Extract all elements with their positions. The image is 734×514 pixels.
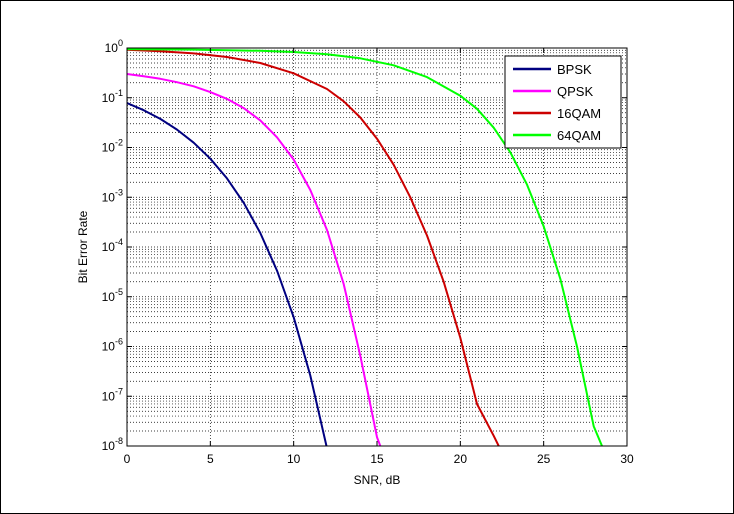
y-tick-base: 10 xyxy=(102,389,116,403)
x-tick-label: 15 xyxy=(370,452,384,466)
legend-label-64qam: 64QAM xyxy=(557,128,601,143)
x-axis-label: SNR, dB xyxy=(354,473,401,487)
y-tick-label: 10-2 xyxy=(102,138,123,155)
y-tick-base: 10 xyxy=(102,141,116,155)
y-tick-label: 10-4 xyxy=(102,237,123,254)
x-tick-label: 20 xyxy=(454,452,468,466)
y-tick-exponent: -6 xyxy=(115,337,123,347)
y-tick-base: 10 xyxy=(102,290,116,304)
x-tick-label: 30 xyxy=(620,452,634,466)
series-line-64qam xyxy=(127,48,603,446)
y-tick-exponent: -2 xyxy=(115,138,123,148)
y-tick-label: 10-5 xyxy=(102,287,123,304)
series-line-qpsk xyxy=(127,73,382,446)
grid xyxy=(127,48,627,446)
y-tick-base: 10 xyxy=(102,340,116,354)
y-tick-exponent: -5 xyxy=(115,287,123,297)
x-tick-label: 25 xyxy=(537,452,551,466)
y-tick-label: 100 xyxy=(105,38,123,55)
y-tick-base: 10 xyxy=(102,240,116,254)
x-tick-label: 0 xyxy=(124,452,131,466)
y-tick-label: 10-8 xyxy=(102,436,123,453)
y-tick-exponent: -1 xyxy=(115,88,123,98)
series-line-16qam xyxy=(127,48,500,446)
y-tick-exponent: 0 xyxy=(118,38,123,48)
x-tick-label: 10 xyxy=(287,452,301,466)
y-tick-base: 10 xyxy=(102,439,116,453)
series-curves xyxy=(127,48,603,446)
y-tick-exponent: -8 xyxy=(115,436,123,446)
y-tick-exponent: -7 xyxy=(115,386,123,396)
y-tick-base: 10 xyxy=(105,41,119,55)
y-tick-label: 10-3 xyxy=(102,187,123,204)
legend-box xyxy=(504,55,622,149)
y-tick-exponent: -4 xyxy=(115,237,123,247)
y-tick-exponent: -3 xyxy=(115,187,123,197)
x-tick-label: 5 xyxy=(207,452,214,466)
y-tick-base: 10 xyxy=(102,91,116,105)
x-axis-ticks: 0 5 10 15 20 25 30 xyxy=(124,48,634,466)
legend-label-qpsk: QPSK xyxy=(557,84,593,99)
series-line-bpsk xyxy=(127,102,328,446)
y-tick-label: 10-1 xyxy=(102,88,123,105)
legend-label-bpsk: BPSK xyxy=(557,62,592,77)
y-tick-label: 10-7 xyxy=(102,386,123,403)
y-tick-base: 10 xyxy=(102,190,116,204)
y-tick-label: 10-6 xyxy=(102,337,123,354)
y-axis-label: Bit Error Rate xyxy=(76,210,90,283)
legend: BPSK QPSK 16QAM 64QAM xyxy=(504,55,622,149)
legend-label-16qam: 16QAM xyxy=(557,106,601,121)
